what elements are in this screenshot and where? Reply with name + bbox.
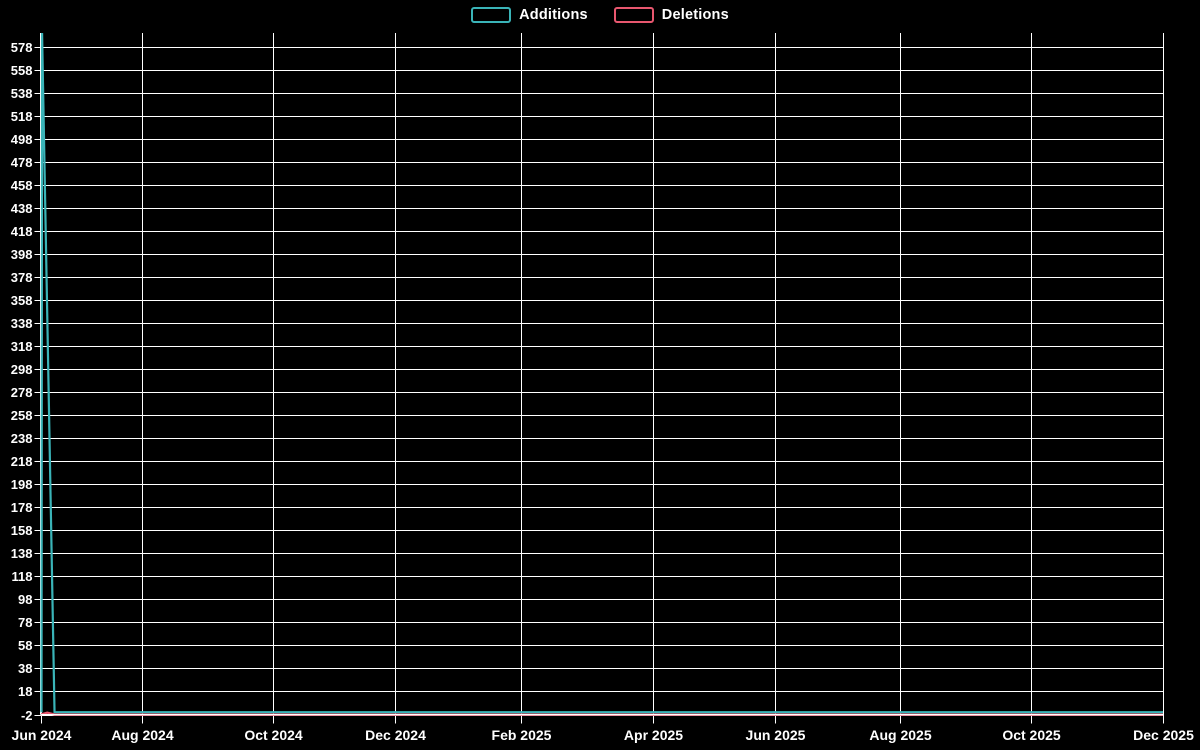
y-axis-label: 218 xyxy=(11,454,33,469)
y-axis-label: 558 xyxy=(11,63,33,78)
y-axis-label: 298 xyxy=(11,362,33,377)
y-axis-label: 58 xyxy=(18,638,32,653)
y-axis-label: 18 xyxy=(18,684,32,699)
x-axis-label: Apr 2025 xyxy=(624,727,683,743)
y-axis-label: 458 xyxy=(11,178,33,193)
legend-item-additions[interactable]: Additions xyxy=(471,7,588,23)
y-axis-label: -2 xyxy=(21,708,33,723)
y-axis-label: 418 xyxy=(11,224,33,239)
y-axis-label: 378 xyxy=(11,270,33,285)
additions-swatch-icon xyxy=(471,7,512,23)
y-axis-label: 358 xyxy=(11,293,33,308)
y-axis-label: 158 xyxy=(11,523,33,538)
y-axis-label: 438 xyxy=(11,201,33,216)
x-axis-label: Aug 2024 xyxy=(111,727,173,743)
y-axis-label: 118 xyxy=(12,569,33,584)
y-axis-label: 578 xyxy=(11,40,33,55)
y-axis-label: 538 xyxy=(11,86,33,101)
y-axis-label: 78 xyxy=(18,615,32,630)
deletions-swatch-icon xyxy=(613,7,654,23)
legend-item-deletions[interactable]: Deletions xyxy=(613,7,729,23)
y-axis-label: 38 xyxy=(18,661,32,676)
x-axis-label: Feb 2025 xyxy=(492,727,552,743)
y-axis-label: 258 xyxy=(11,408,33,423)
x-axis-label: Dec 2025 xyxy=(1133,727,1194,743)
y-axis-label: 398 xyxy=(11,247,33,262)
legend-label-deletions: Deletions xyxy=(661,7,729,23)
x-axis-label: Aug 2025 xyxy=(869,727,931,743)
y-axis-label: 518 xyxy=(11,109,33,124)
y-axis-label: 238 xyxy=(11,431,33,446)
y-axis-label: 498 xyxy=(11,132,33,147)
y-axis-label: 198 xyxy=(11,477,33,492)
y-axis-label: 478 xyxy=(11,155,33,170)
y-axis-label: 178 xyxy=(11,500,33,515)
chart-legend: Additions Deletions xyxy=(0,7,1200,23)
y-axis-label: 338 xyxy=(11,316,33,331)
x-axis-label: Jun 2024 xyxy=(12,727,72,743)
x-axis-label: Oct 2024 xyxy=(244,727,303,743)
y-axis-label: 98 xyxy=(18,592,32,607)
additions-line xyxy=(40,32,1163,714)
y-axis-label: 318 xyxy=(11,339,33,354)
y-axis-label: 278 xyxy=(11,385,33,400)
x-axis-label: Oct 2025 xyxy=(1002,727,1061,743)
y-axis-label: 138 xyxy=(11,546,33,561)
x-axis-label: Jun 2025 xyxy=(746,727,806,743)
x-axis-label: Dec 2024 xyxy=(365,727,426,743)
legend-label-additions: Additions xyxy=(519,7,588,23)
